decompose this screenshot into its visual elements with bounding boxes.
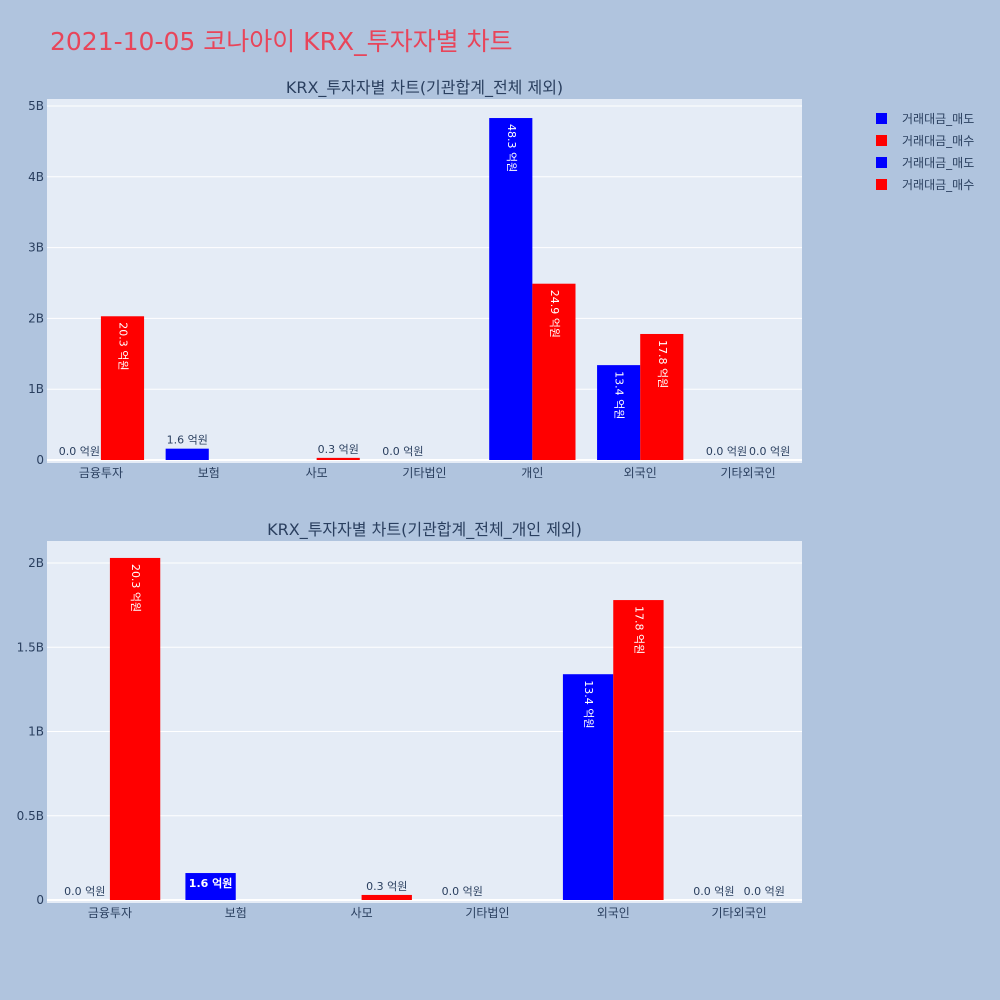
data-label: 0.0 억원 <box>706 445 747 458</box>
legend-label: 거래대금_매수 <box>902 177 975 192</box>
data-label: 0.0 억원 <box>382 445 423 458</box>
chart-title: KRX_투자자별 차트(기관합계_전체_개인 제외) <box>267 520 582 540</box>
plot-area <box>47 541 802 903</box>
data-label: 17.8 억원 <box>632 606 645 654</box>
data-label: 24.9 억원 <box>548 290 561 338</box>
bar-sell[interactable] <box>185 873 236 900</box>
data-label: 0.0 억원 <box>64 885 105 898</box>
bar-buy[interactable] <box>361 894 412 900</box>
data-label: 0.0 억원 <box>693 885 734 898</box>
legend-swatch <box>876 178 887 190</box>
legend-label: 거래대금_매도 <box>902 111 975 126</box>
bar-sell[interactable] <box>165 448 209 460</box>
y-tick-label: 1B <box>28 725 44 739</box>
y-tick-label: 1B <box>28 382 44 396</box>
x-tick-label: 외국인 <box>624 466 657 480</box>
data-label: 1.6 억원 <box>189 876 233 890</box>
x-tick-label: 개인 <box>521 466 543 480</box>
x-tick-label: 보험 <box>198 466 220 480</box>
data-label: 0.0 억원 <box>59 445 100 458</box>
data-label: 20.3 억원 <box>117 322 130 370</box>
y-tick-label: 0 <box>36 893 44 907</box>
chart-investor-all: KRX_투자자별 차트(기관합계_전체 제외) 0 1B 2B 3B 4B 5B 금융투자 0.… <box>28 78 802 480</box>
x-tick-label: 기타법인 <box>402 466 446 480</box>
bar-buy[interactable] <box>532 283 576 460</box>
legend-item-buy[interactable]: 거래대금_매수 <box>876 129 974 151</box>
x-tick-label: 금융투자 <box>79 466 123 480</box>
x-tick-label: 사모 <box>306 466 328 480</box>
data-label: 0.0 억원 <box>442 885 483 898</box>
bar-buy[interactable] <box>613 600 664 900</box>
data-label: 13.4 억원 <box>582 680 595 728</box>
y-tick-label: 2B <box>28 311 44 325</box>
bar-sell[interactable] <box>489 118 533 460</box>
data-label: 13.4 억원 <box>613 371 626 419</box>
x-tick-label: 기타외국인 <box>711 906 766 920</box>
data-label: 0.3 억원 <box>318 443 359 456</box>
bar-sell[interactable] <box>597 365 641 460</box>
data-label: 0.3 억원 <box>366 880 407 893</box>
chart-title: KRX_투자자별 차트(기관합계_전체 제외) <box>286 78 563 98</box>
x-tick-label: 보험 <box>225 906 247 920</box>
y-tick-label: 3B <box>28 241 44 255</box>
bar-buy[interactable] <box>100 316 145 460</box>
x-tick-label: 외국인 <box>597 906 630 920</box>
bar-buy[interactable] <box>109 557 161 900</box>
legend-label: 거래대금_매수 <box>902 133 975 148</box>
y-tick-label: 4B <box>28 170 44 184</box>
data-label: 1.6 억원 <box>167 434 208 447</box>
chart-investor-excl-individual: KRX_투자자별 차트(기관합계_전체_개인 제외) 0 0.5B 1B 1.5B 2B 금… <box>17 520 802 920</box>
y-tick-label: 0 <box>36 453 44 467</box>
data-label: 0.0 억원 <box>749 445 790 458</box>
bar-buy[interactable] <box>316 457 360 460</box>
legend-item-sell[interactable]: 거래대금_매도 <box>876 107 974 129</box>
x-tick-label: 기타법인 <box>465 906 509 920</box>
y-tick-label: 2B <box>28 556 44 570</box>
legend: 거래대금_매도 거래대금_매수 거래대금_매도 거래대금_매수 <box>876 107 974 195</box>
bar-sell[interactable] <box>562 674 614 900</box>
page-title: 2021-10-05 코나아이 KRX_투자자별 차트 <box>50 27 513 56</box>
legend-swatch <box>876 134 887 146</box>
data-label: 0.0 억원 <box>744 885 785 898</box>
y-tick-label: 5B <box>28 99 44 113</box>
legend-label: 거래대금_매도 <box>902 155 975 170</box>
legend-item-buy[interactable]: 거래대금_매수 <box>876 173 974 195</box>
y-tick-label: 1.5B <box>17 640 44 654</box>
data-label: 48.3 억원 <box>505 124 518 172</box>
y-tick-label: 0.5B <box>17 809 44 823</box>
data-label: 17.8 억원 <box>656 340 669 388</box>
data-label: 20.3 억원 <box>129 564 142 612</box>
legend-swatch <box>876 156 887 168</box>
x-tick-label: 기타외국인 <box>720 466 775 480</box>
legend-item-sell[interactable]: 거래대금_매도 <box>876 151 974 173</box>
bar-buy[interactable] <box>640 333 684 460</box>
legend-swatch <box>876 112 887 124</box>
x-tick-label: 금융투자 <box>88 906 132 920</box>
x-tick-label: 사모 <box>351 906 373 920</box>
